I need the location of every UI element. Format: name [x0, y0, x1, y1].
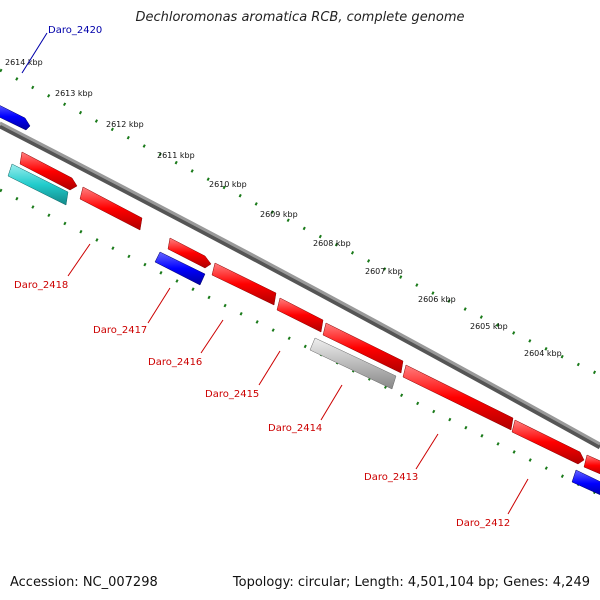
gene-block-daro-2412[interactable]: [511, 419, 585, 465]
gene-block-daro-2420[interactable]: [0, 103, 31, 131]
leader-line-daro-2412: [507, 478, 529, 515]
gene-block-red-1[interactable]: [19, 151, 78, 191]
leader-line-daro-2418: [67, 243, 91, 277]
gene-block-red-4[interactable]: [322, 322, 404, 374]
leader-line-daro-2415: [258, 350, 281, 386]
gene-block-red-2[interactable]: [79, 186, 143, 231]
kbp-label: 2609 kbp: [260, 210, 298, 219]
gene-block-daro-2417[interactable]: [154, 251, 206, 286]
accession-text: Accession: NC_007298: [10, 575, 158, 590]
map-title: Dechloromonas aromatica RCB, complete ge…: [135, 10, 465, 25]
inner-tick-arc: [0, 188, 600, 497]
gene-label-daro-2413[interactable]: Daro_2413: [364, 472, 418, 483]
leader-line-daro-2417: [147, 287, 171, 324]
kbp-label: 2604 kbp: [524, 349, 562, 358]
kbp-label: 2611 kbp: [157, 151, 195, 160]
backbone: [0, 121, 600, 446]
leader-line-daro-2413: [415, 433, 439, 470]
leader-line-daro-2416: [200, 319, 224, 354]
kbp-label: 2605 kbp: [470, 322, 508, 331]
gene-label-daro-2416[interactable]: Daro_2416: [148, 357, 202, 368]
gene-label-daro-2418[interactable]: Daro_2418: [14, 280, 68, 291]
gene-block-daro-2413[interactable]: [402, 364, 514, 431]
gene-label-daro-2415[interactable]: Daro_2415: [205, 389, 259, 400]
gene-block-daro-2414[interactable]: [309, 337, 397, 390]
gene-block-red-5[interactable]: [583, 454, 600, 476]
kbp-label: 2610 kbp: [209, 180, 247, 189]
kbp-label: 2606 kbp: [418, 295, 456, 304]
gene-block-blue-end[interactable]: [571, 469, 600, 497]
gene-label-daro-2414[interactable]: Daro_2414: [268, 423, 322, 434]
gene-block-red-3[interactable]: [167, 237, 212, 269]
leader-line-daro-2420: [21, 32, 48, 74]
kbp-label: 2612 kbp: [106, 120, 144, 129]
gene-block-daro-2416[interactable]: [211, 262, 277, 306]
gene-label-daro-2417[interactable]: Daro_2417: [93, 325, 147, 336]
kbp-label: 2607 kbp: [365, 267, 403, 276]
kbp-label: 2614 kbp: [5, 58, 43, 67]
backbone-shadow: [0, 123, 600, 450]
kbp-label: 2608 kbp: [313, 239, 351, 248]
gene-label-daro-2412[interactable]: Daro_2412: [456, 518, 510, 529]
gene-block-daro-2415[interactable]: [276, 297, 324, 333]
gene-label-daro-2420[interactable]: Daro_2420: [48, 25, 102, 36]
kbp-label: 2613 kbp: [55, 89, 93, 98]
outer-tick-arc: [0, 68, 600, 377]
leader-line-daro-2414: [320, 384, 343, 421]
gene-block-daro-2418[interactable]: [7, 163, 69, 206]
genome-summary-text: Topology: circular; Length: 4,501,104 bp…: [232, 575, 590, 590]
